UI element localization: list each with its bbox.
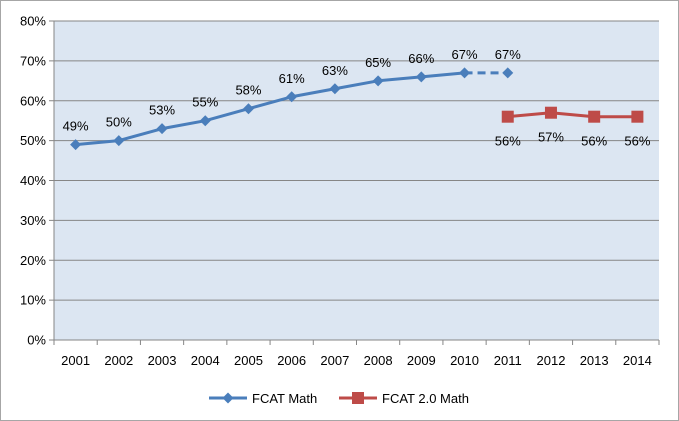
series-line-segment (377, 75, 422, 83)
data-label: 50% (106, 115, 132, 130)
legend-label: FCAT Math (252, 391, 317, 406)
series-line-segment (507, 111, 552, 119)
y-tick-label: 50% (20, 133, 46, 148)
data-label: 56% (581, 134, 607, 149)
data-point (352, 392, 364, 404)
data-label: 57% (538, 130, 564, 145)
data-point (70, 139, 82, 151)
x-tick-label: 2003 (148, 353, 177, 368)
x-tick-label: 2012 (537, 353, 566, 368)
series-line-segment (161, 119, 206, 131)
data-labels: 49% 50% 53% 55% 58% 61% 63% 65% 66% 67% 67% 56% 57% 5… (63, 47, 651, 149)
x-tick-label: 2001 (61, 353, 90, 368)
data-label: 65% (365, 55, 391, 70)
data-point (286, 91, 298, 103)
x-tick-label: 2006 (277, 353, 306, 368)
data-label: 66% (408, 51, 434, 66)
data-point (199, 115, 211, 127)
gridlines (49, 20, 660, 345)
x-tick-label: 2011 (494, 353, 522, 368)
series-line-segment (248, 95, 293, 111)
series-line-segment (75, 139, 119, 147)
y-tick-label: 30% (20, 213, 46, 228)
x-tick-label: 2014 (623, 353, 652, 368)
data-point (113, 135, 125, 147)
data-point (222, 392, 234, 404)
series-layer (70, 67, 644, 151)
data-label: 63% (322, 63, 348, 78)
data-point (156, 123, 168, 135)
data-point (242, 103, 254, 115)
x-tick-label: 2009 (407, 353, 436, 368)
data-label: 53% (149, 103, 175, 118)
series-line-segment (334, 79, 379, 91)
data-point (501, 110, 514, 123)
data-label: 55% (192, 95, 218, 110)
y-tick-label: 0% (27, 333, 46, 348)
data-label: 67% (452, 47, 478, 62)
series-line-segment (204, 107, 249, 123)
x-tick-label: 2013 (580, 353, 609, 368)
series-line-segment (421, 71, 465, 79)
series-line-segment (550, 111, 595, 119)
y-tick-label: 80% (20, 14, 46, 29)
legend: FCAT Math FCAT 2.0 Math (209, 391, 469, 406)
y-axis-ticks: 0% 10% 20% 30% 40% 50% 60% 70% 80% (20, 14, 46, 348)
data-point (372, 75, 384, 87)
x-axis-ticks: 2001 2002 2003 2004 2005 2006 2007 2008 2009 2010… (61, 353, 652, 368)
x-tick-label: 2008 (364, 353, 393, 368)
data-label: 58% (235, 83, 261, 98)
x-tick-label: 2005 (234, 353, 263, 368)
x-tick-label: 2002 (104, 353, 133, 368)
data-label: 56% (495, 134, 521, 149)
series-line-segment (118, 127, 163, 143)
data-label: 61% (279, 71, 305, 86)
data-point (631, 110, 644, 123)
data-point (329, 83, 341, 95)
x-tick-label: 2007 (320, 353, 349, 368)
data-label: 56% (624, 134, 650, 149)
y-tick-label: 70% (20, 53, 46, 68)
data-point (502, 67, 514, 79)
y-tick-label: 60% (20, 93, 46, 108)
data-point (415, 71, 427, 83)
y-tick-label: 20% (20, 253, 46, 268)
y-tick-label: 10% (20, 293, 46, 308)
data-point (544, 106, 557, 119)
data-point (459, 67, 471, 79)
data-label: 67% (495, 47, 521, 62)
y-tick-label: 40% (20, 173, 46, 188)
legend-label: FCAT 2.0 Math (382, 391, 469, 406)
x-tick-label: 2010 (450, 353, 479, 368)
data-point (588, 110, 601, 123)
data-label: 49% (63, 119, 89, 134)
series-line-segment (291, 87, 336, 99)
x-tick-label: 2004 (191, 353, 220, 368)
